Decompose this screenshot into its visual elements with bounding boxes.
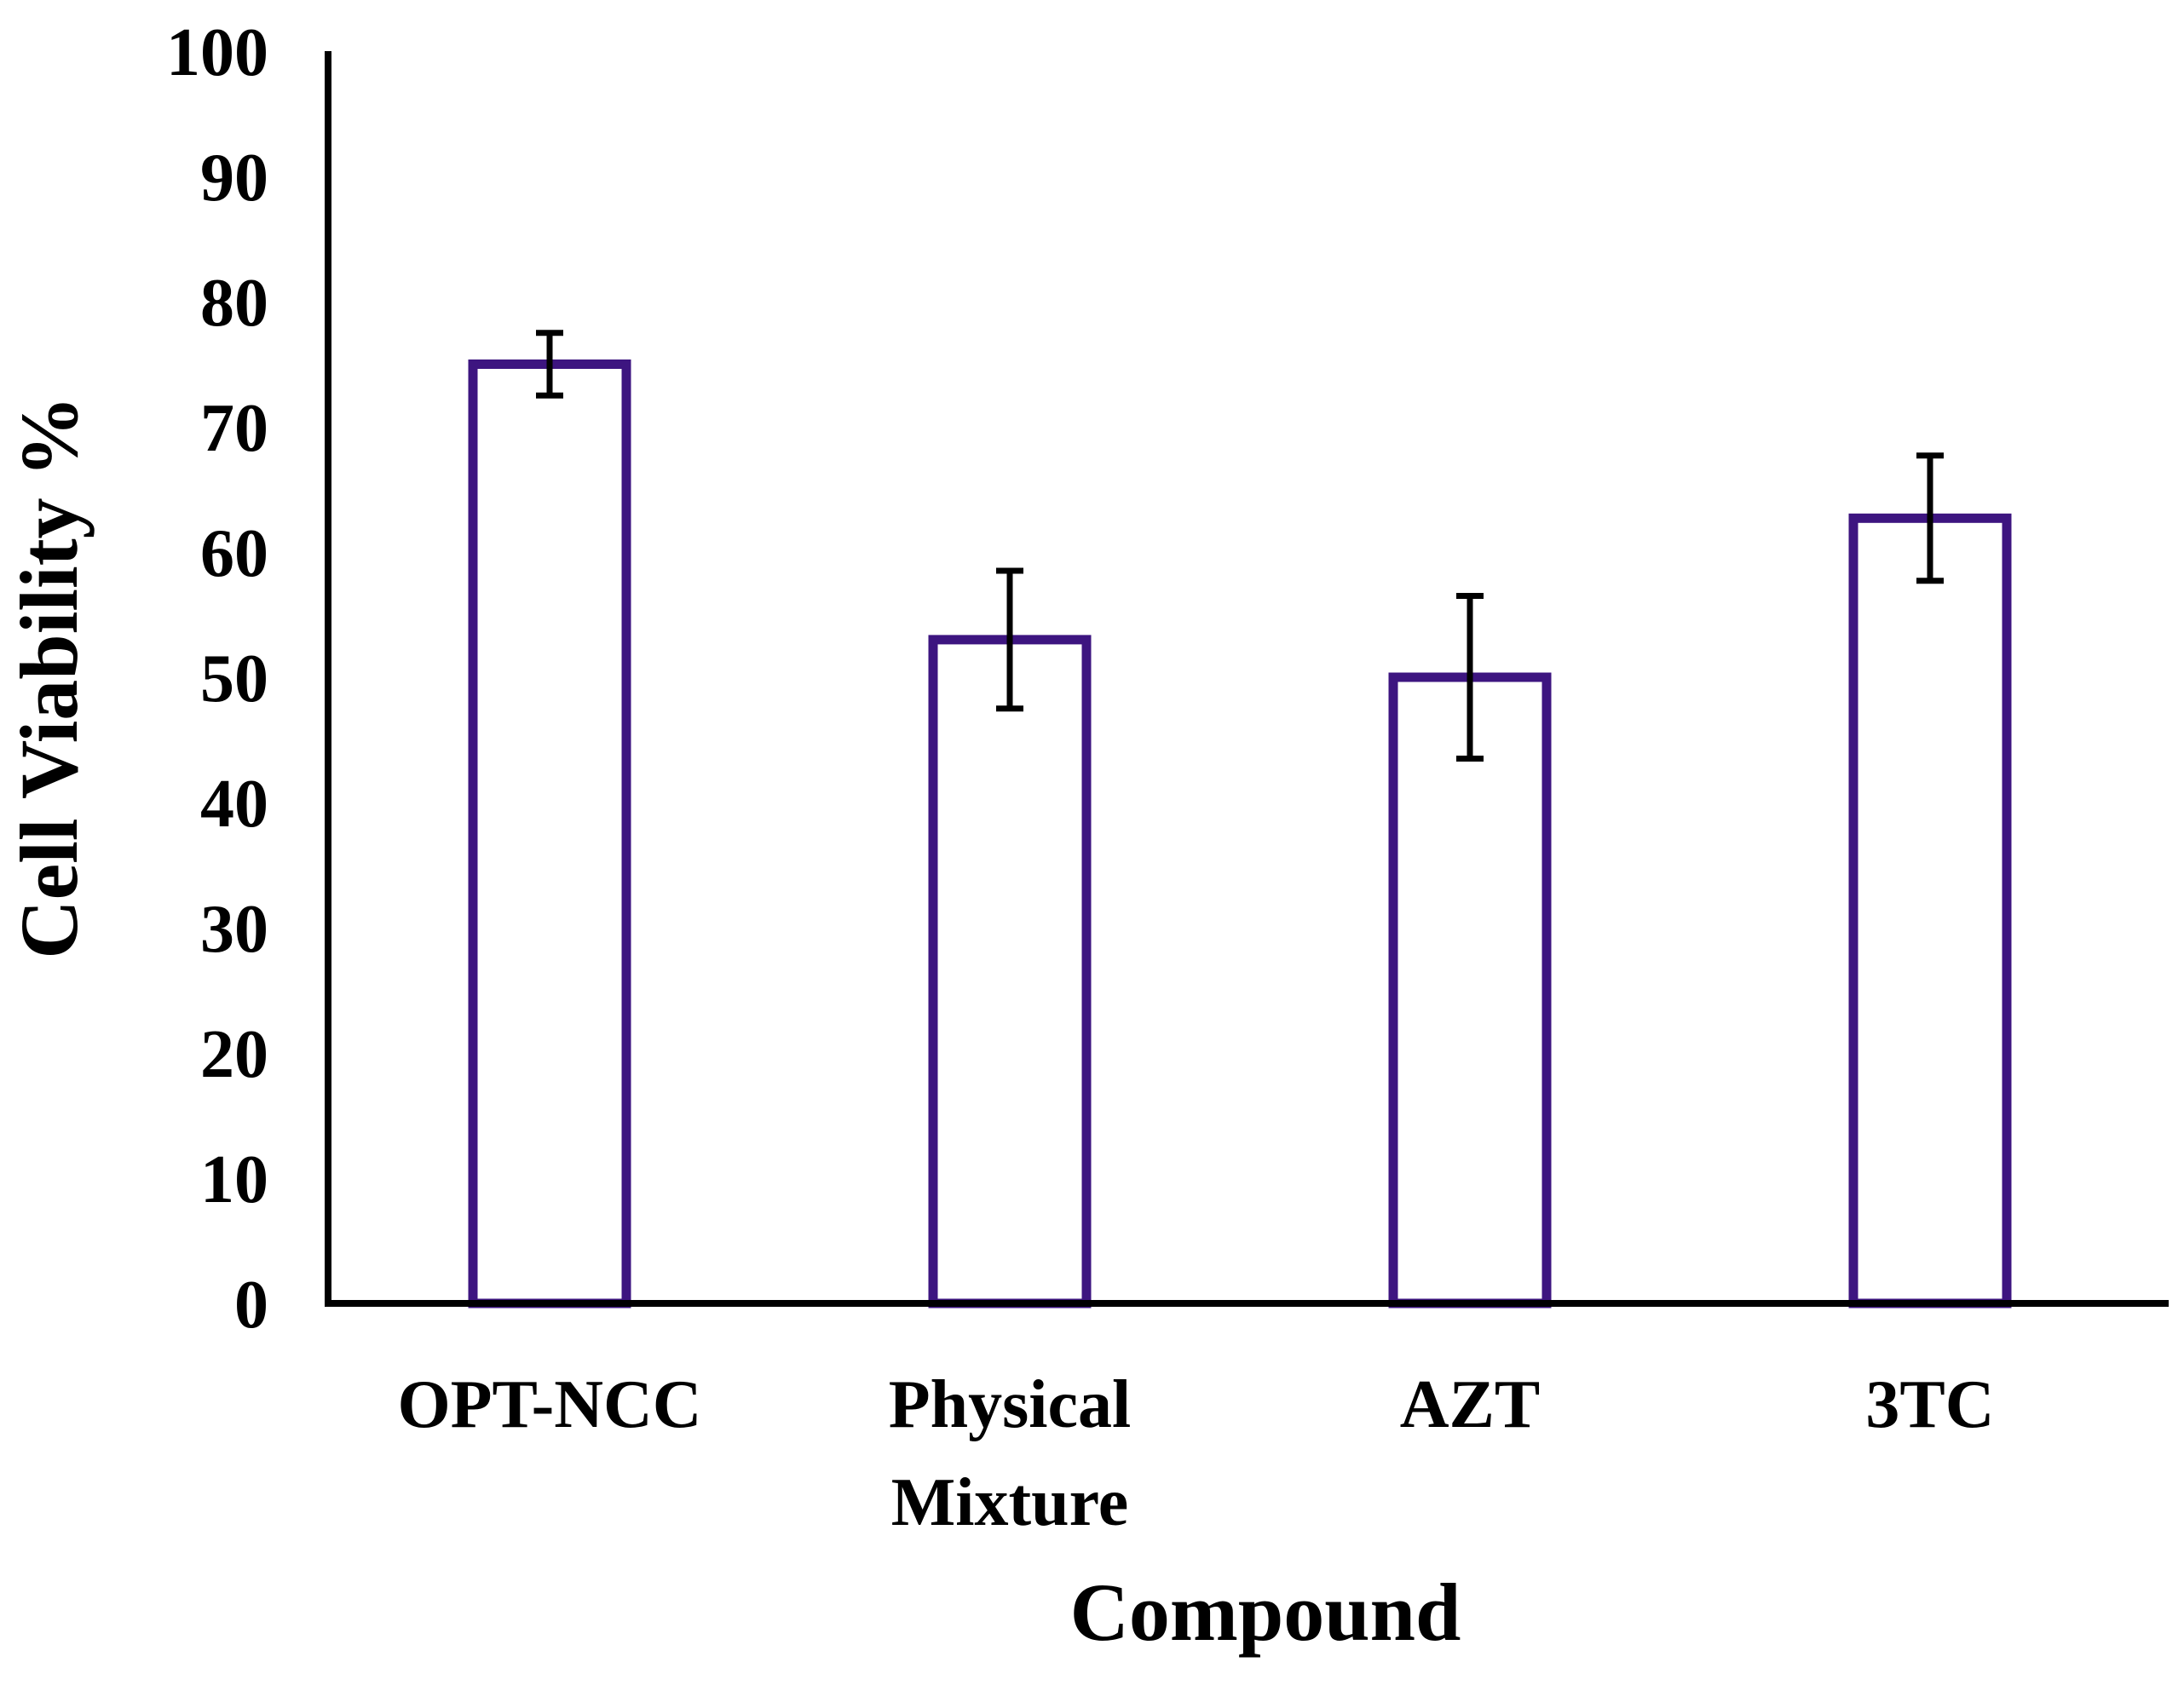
error-bar [1456, 592, 1484, 762]
bar [1848, 513, 2012, 1309]
y-tick-label: 40 [200, 767, 268, 842]
y-tick-label: 80 [200, 266, 268, 341]
y-axis-label: Cell Viability % [3, 395, 95, 958]
category-labels: OPT-NCC Physical Mixture AZT 3TC [397, 1367, 1994, 1540]
y-tick-label: 50 [200, 641, 268, 716]
x-axis-label: Compound [1070, 1567, 1461, 1658]
y-tick-label: 70 [200, 391, 268, 466]
y-tick-label: 20 [200, 1017, 268, 1092]
bars-group [468, 359, 2012, 1309]
y-tick-labels: 0 10 20 30 40 50 60 70 80 90 100 [166, 15, 268, 1343]
category-label: AZT [1400, 1367, 1541, 1442]
error-bar [536, 330, 563, 399]
y-tick-label: 10 [200, 1142, 268, 1217]
error-bar [1916, 452, 1944, 584]
category-label: 3TC [1865, 1367, 1994, 1442]
error-bars-group [536, 330, 1944, 762]
bar [1388, 672, 1552, 1309]
category-label: Physical Mixture [889, 1367, 1131, 1540]
category-label: OPT-NCC [397, 1367, 701, 1442]
y-tick-label: 0 [234, 1268, 268, 1343]
y-tick-label: 90 [200, 141, 268, 216]
bar [468, 359, 631, 1309]
bar [928, 635, 1092, 1309]
y-tick-label: 30 [200, 892, 268, 967]
y-tick-label: 60 [200, 516, 268, 591]
y-tick-label: 100 [166, 15, 268, 90]
error-bar [996, 567, 1023, 712]
